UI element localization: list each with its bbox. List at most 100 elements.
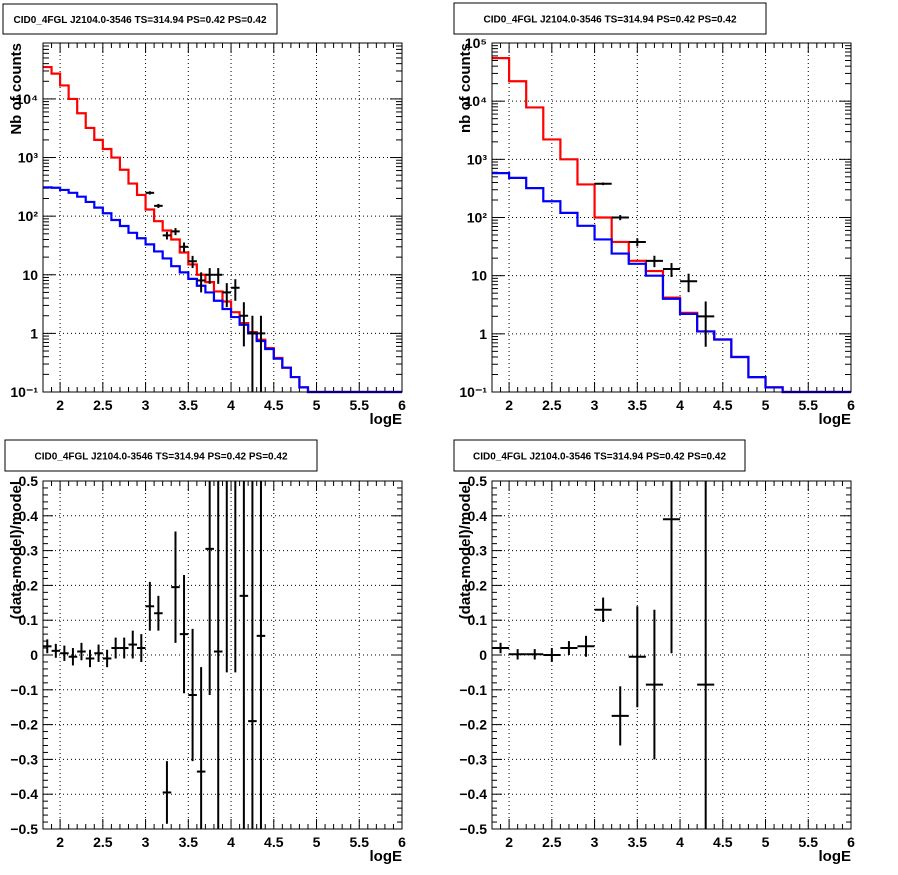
y-tick-label: −0.4: [459, 786, 487, 802]
data-point: [492, 642, 510, 654]
x-tick-label: 2.5: [93, 834, 113, 850]
x-tick-label: 2.5: [542, 834, 562, 850]
chart-title: CID0_4FGL J2104.0-3546 TS=314.94 PS=0.42…: [473, 452, 726, 463]
y-tick-label: 10⁻¹: [10, 384, 38, 400]
y-tick-label: 10: [471, 268, 487, 284]
y-tick-label: 0: [30, 647, 38, 663]
y-axis-title: (data-model)/model: [8, 481, 25, 619]
data-point: [213, 481, 223, 829]
data-point: [560, 641, 578, 655]
chart-title: CID0_4FGL J2104.0-3546 TS=314.94 PS=0.42…: [13, 15, 266, 26]
y-tick-label: −0.1: [10, 682, 38, 698]
data-point: [205, 268, 214, 284]
y-tick-label: 10⁴: [465, 93, 488, 109]
x-tick-label: 6: [847, 834, 855, 850]
data-point: [662, 481, 681, 654]
x-tick-label: 5.5: [350, 397, 370, 413]
data-point: [51, 643, 61, 658]
data-point: [697, 481, 715, 829]
x-tick-label: 3: [142, 397, 150, 413]
data-point: [162, 761, 172, 824]
x-tick-label: 3: [591, 834, 599, 850]
data-point: [222, 283, 232, 308]
data-point: [543, 648, 561, 662]
y-tick-label: 10⁻¹: [459, 384, 487, 400]
y-tick-label: −0.5: [10, 821, 38, 837]
x-tick-label: 3: [142, 834, 150, 850]
plot-frame: [42, 480, 403, 830]
data-point: [171, 228, 180, 236]
data-point: [239, 302, 249, 347]
title-box: [2, 3, 278, 35]
data-point: [645, 609, 663, 760]
y-tick-label: −0.4: [10, 786, 38, 802]
data-point: [145, 191, 155, 195]
x-axis-title: logE: [370, 848, 403, 865]
x-tick-label: 6: [847, 397, 855, 413]
model-histogram-total: [492, 57, 851, 394]
chart-bottom-right: 2 2.5 3 3.5 4 4.5 5 5.5 6 −0.5 −0.4 −0.3 −0.2 −0.1 0 0.…: [453, 439, 855, 865]
data-point: [577, 635, 595, 657]
chart-top-left: 2 2.5 3 3.5 4 4.5 5 5.5 6 10⁻¹ 1 10 10² 10³ 10⁴ logE Nb …: [2, 3, 406, 428]
x-tick-label: 5: [313, 397, 321, 413]
x-tick-label: 6: [398, 397, 406, 413]
data-point: [111, 637, 120, 659]
x-tick-label: 4: [227, 834, 235, 850]
y-tick-label: 0.4: [468, 508, 488, 524]
y-axis-title: (data-model)/model: [457, 481, 474, 619]
y-tick-label: 0.5: [468, 473, 488, 489]
y-tick-label: 10²: [467, 210, 488, 226]
data-point: [162, 231, 172, 240]
y-tick-label: −0.5: [459, 821, 487, 837]
model-histogram-total: [43, 65, 402, 394]
data-point: [128, 630, 138, 659]
x-tick-label: 2: [505, 397, 513, 413]
y-tick-label: 0.3: [468, 543, 488, 559]
data-point: [594, 182, 612, 186]
data-point: [594, 597, 612, 622]
x-axis-title: logE: [370, 411, 403, 428]
y-tick-label: −0.2: [10, 717, 38, 733]
y-tick-label: 0.5: [19, 473, 39, 489]
data-point: [611, 686, 629, 746]
data-point: [213, 268, 223, 284]
chart-bottom-left: 2 2.5 3 3.5 4 4.5 5 5.5 6 −0.5 −0.4 −0.3 −0.2 −0.1 0 0.…: [4, 439, 406, 865]
chart-title: CID0_4FGL J2104.0-3546 TS=314.94 PS=0.42…: [34, 452, 287, 463]
chart-top-right: 2 2.5 3 3.5 4 4.5 5 5.5 6 10⁻¹ 1 10 10² 10³ 10⁴ 10⁵ logE…: [453, 2, 855, 428]
data-point: [94, 644, 103, 662]
x-tick-label: 5.5: [350, 834, 370, 850]
data-point: [662, 263, 681, 277]
y-axis-title: nb of counts: [457, 43, 474, 133]
x-axis-title: logE: [819, 848, 852, 865]
x-tick-label: 2: [56, 834, 64, 850]
y-tick-label: 10: [22, 267, 38, 283]
x-tick-label: 5: [762, 397, 770, 413]
data-point: [248, 315, 257, 392]
data-point: [85, 649, 95, 668]
plot-frame: [42, 42, 403, 393]
plot-frame: [491, 480, 852, 830]
data-point: [231, 279, 240, 301]
title-box: [453, 2, 767, 35]
y-tick-label: 10⁴: [16, 91, 39, 107]
data-point: [68, 648, 78, 666]
data-point: [256, 315, 266, 392]
x-tick-label: 3.5: [628, 397, 648, 413]
y-tick-label: 10³: [18, 150, 39, 166]
x-tick-label: 5: [313, 834, 321, 850]
data-point: [509, 649, 527, 660]
y-tick-label: −0.1: [459, 682, 487, 698]
x-tick-label: 3: [591, 397, 599, 413]
y-tick-label: 1: [479, 326, 487, 342]
data-point: [628, 606, 646, 708]
data-point: [628, 238, 646, 247]
title-box: [453, 439, 746, 472]
data-point: [154, 595, 163, 631]
x-tick-label: 5.5: [799, 834, 819, 850]
data-point: [196, 667, 206, 829]
y-tick-label: 0.3: [19, 543, 39, 559]
title-box: [4, 439, 318, 472]
x-tick-label: 2.5: [542, 397, 562, 413]
data-point: [196, 272, 206, 293]
